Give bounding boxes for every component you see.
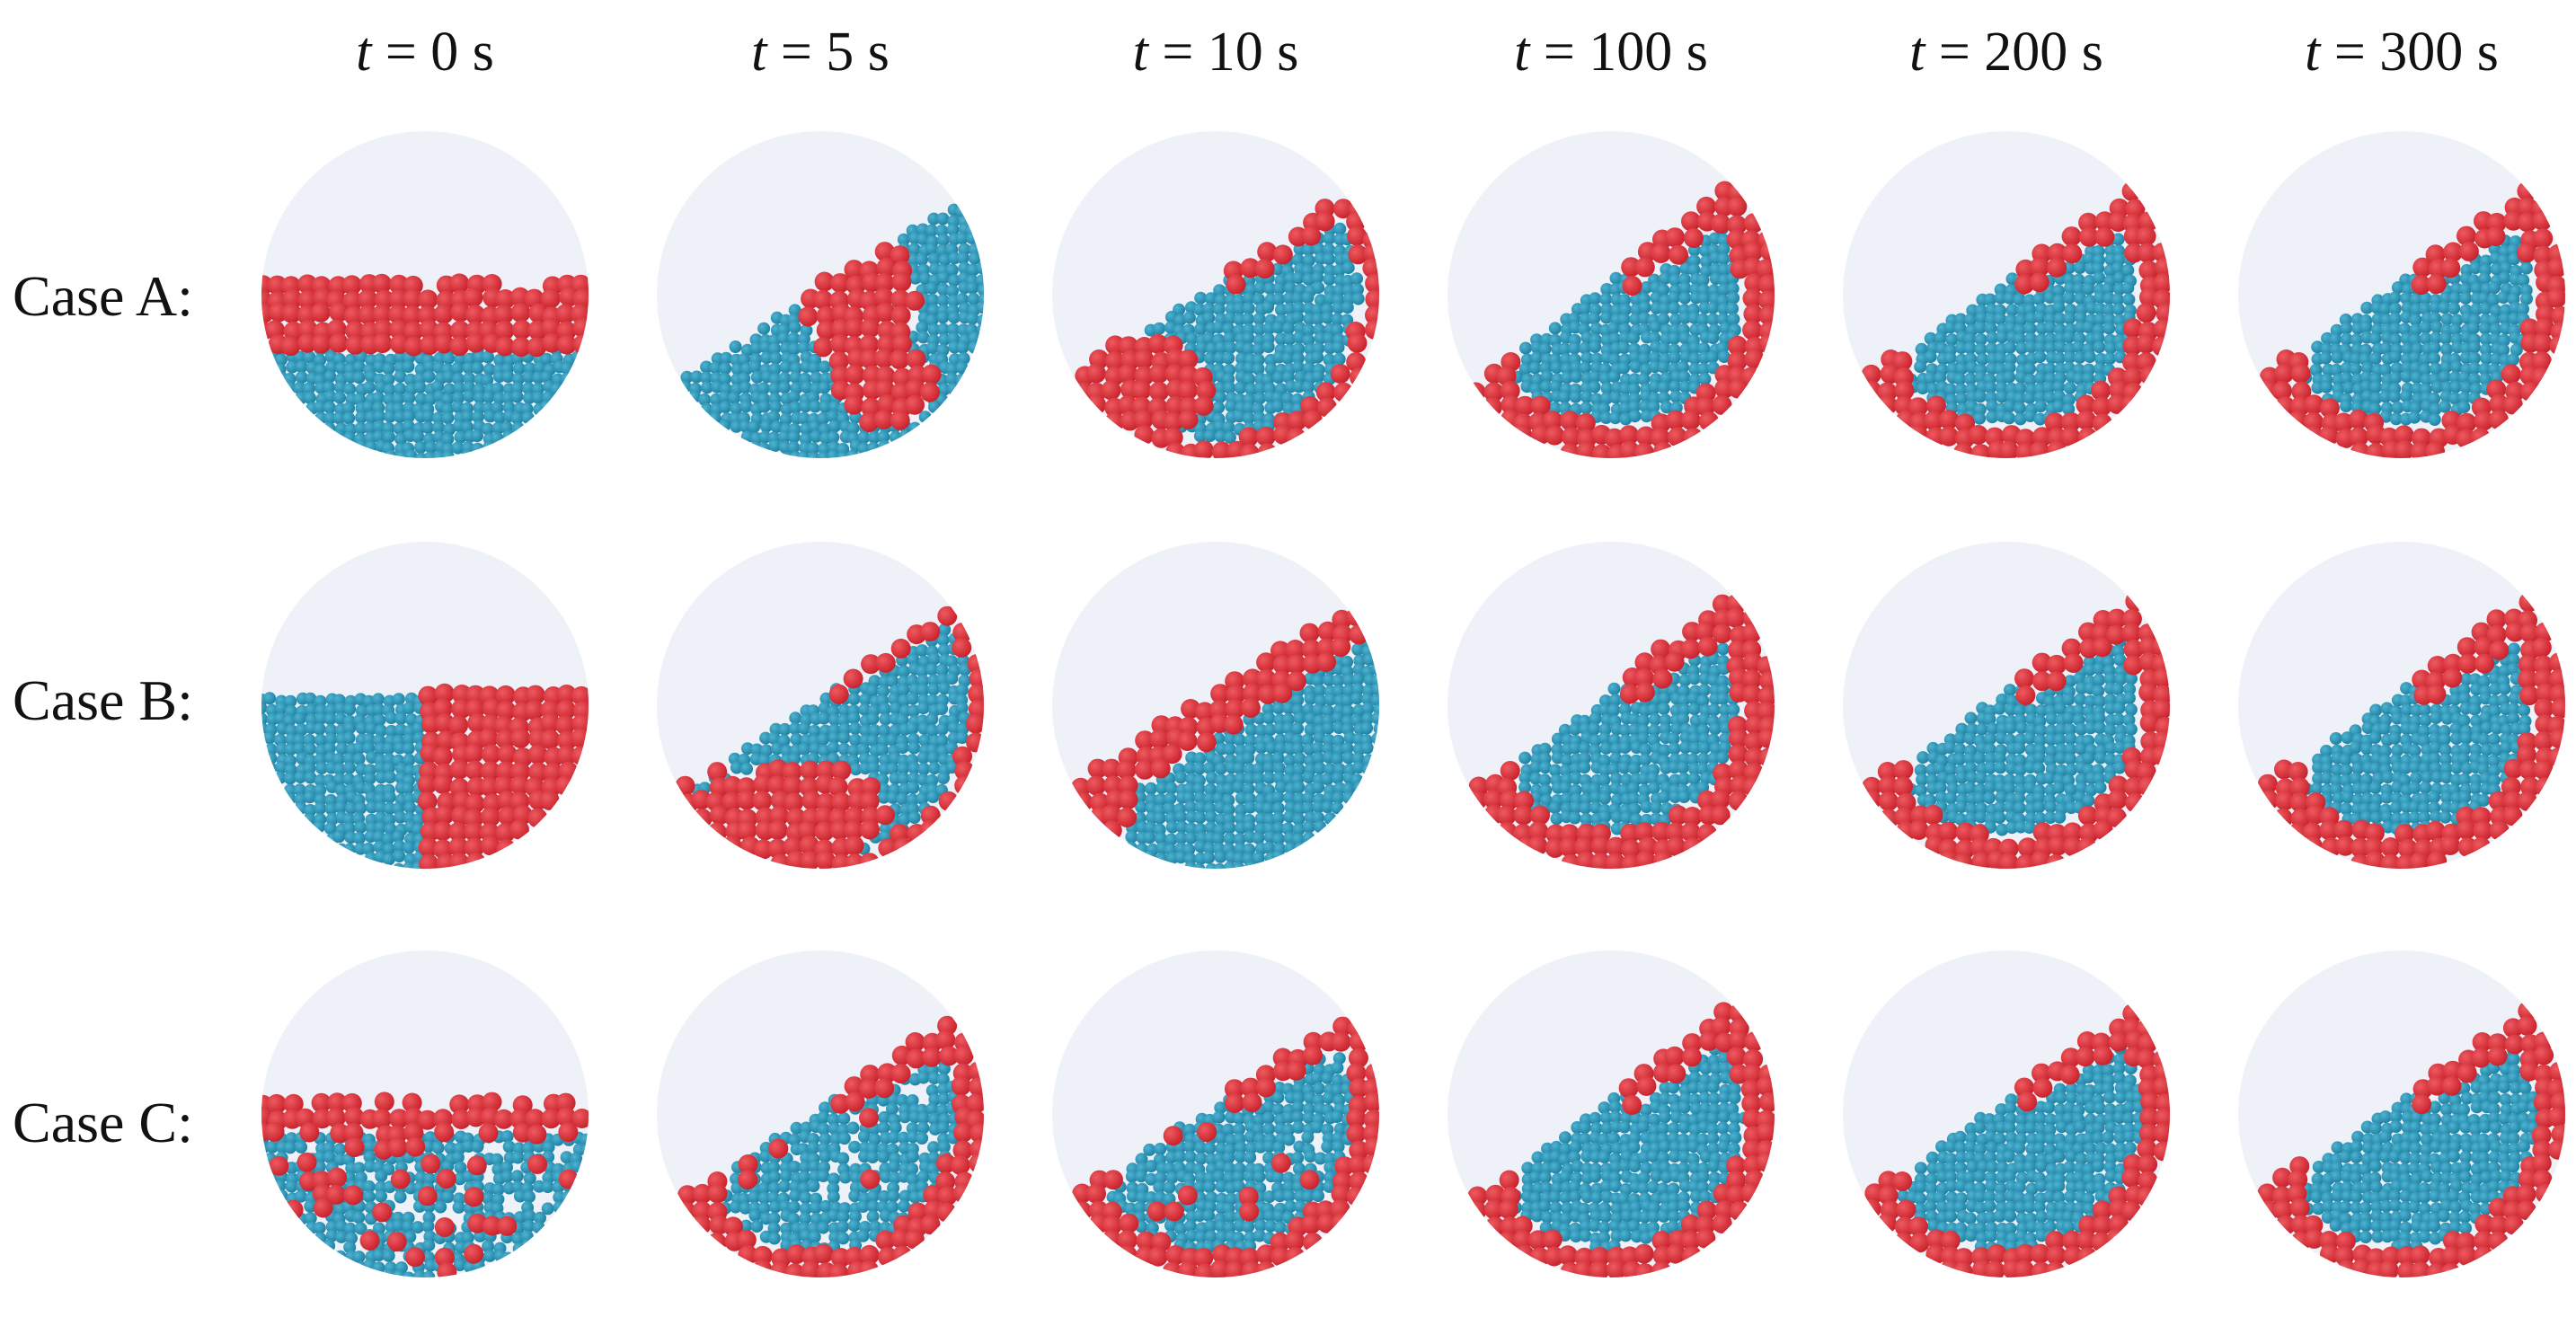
large-particles — [1861, 181, 2170, 458]
small-particles — [2299, 234, 2533, 426]
row-label-case-c: Case C: — [13, 1091, 193, 1154]
small-particles — [2290, 1044, 2540, 1253]
large-particles — [1466, 1002, 1775, 1277]
small-particles — [691, 623, 971, 855]
large-particles — [417, 683, 589, 869]
drum-case-c-t300 — [2238, 950, 2565, 1277]
large-particles — [1861, 1003, 2170, 1277]
column-title-t10: t = 10 s — [1132, 22, 1299, 83]
drum-case-a-t0 — [261, 131, 589, 458]
drum-case-c-t10 — [1052, 950, 1379, 1277]
drum-case-b-t10 — [1052, 542, 1379, 869]
column-title-t0: t = 0 s — [356, 22, 494, 83]
small-particles — [1904, 635, 2138, 836]
small-particles — [1897, 1042, 2147, 1255]
drum-case-b-t100 — [1447, 542, 1775, 869]
large-particles — [798, 242, 942, 432]
small-particles — [1144, 222, 1365, 444]
small-particles — [1124, 635, 1379, 869]
large-particles — [261, 1092, 589, 1277]
large-particles — [676, 1015, 984, 1277]
drum-case-c-t100 — [1447, 950, 1775, 1277]
drum-case-a-t100 — [1447, 131, 1775, 458]
large-particles — [1070, 606, 1369, 841]
column-title-t200: t = 200 s — [1909, 22, 2103, 83]
small-particles — [1904, 233, 2137, 426]
drum-case-b-t5 — [657, 542, 984, 869]
small-particles — [261, 692, 428, 869]
drum-case-b-t200 — [1843, 542, 2170, 869]
drum-case-a-t300 — [2238, 131, 2565, 458]
drum-case-c-t200 — [1843, 950, 2170, 1277]
large-particles — [1074, 199, 1379, 458]
row-label-case-a: Case A: — [13, 264, 193, 328]
drum-case-a-t200 — [1843, 131, 2170, 458]
small-particles — [1510, 222, 1741, 426]
drum-case-a-t5 — [657, 131, 984, 458]
drum-case-b-t0 — [261, 542, 589, 869]
drum-case-a-t10 — [1052, 131, 1379, 458]
row-label-case-b: Case B: — [13, 668, 193, 732]
small-particles — [2300, 642, 2532, 835]
small-particles — [1518, 642, 1742, 836]
column-title-t100: t = 100 s — [1514, 22, 1708, 83]
column-title-t5: t = 5 s — [751, 22, 890, 83]
small-particles — [678, 203, 984, 458]
drum-case-c-t0 — [261, 950, 589, 1277]
drum-case-b-t300 — [2238, 542, 2565, 869]
large-particles — [261, 273, 589, 358]
column-title-t300: t = 300 s — [2305, 22, 2499, 83]
small-particles — [1509, 1042, 1751, 1254]
drum-case-c-t5 — [657, 950, 984, 1277]
